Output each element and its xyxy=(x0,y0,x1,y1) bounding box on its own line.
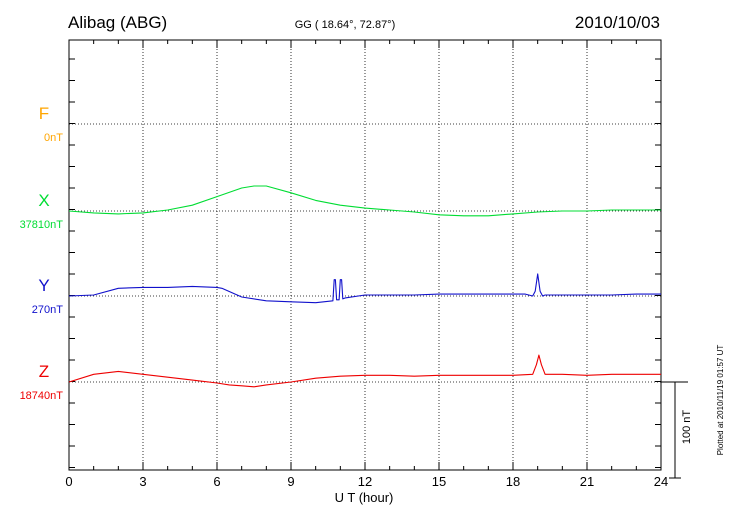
series-baseline-F: 0nT xyxy=(44,132,63,144)
x-tick-label: 18 xyxy=(506,474,520,489)
series-baseline-X: 37810nT xyxy=(20,219,64,231)
series-name-X: X xyxy=(38,191,49,210)
axis-ticks xyxy=(68,40,662,470)
plot-frame xyxy=(68,39,662,471)
x-tick-label: 6 xyxy=(213,474,220,489)
series-labels: F 0nT X 37810nT Y 270nT Z 18740nT xyxy=(20,104,64,402)
scale-bar xyxy=(661,381,688,479)
series-name-F: F xyxy=(39,104,49,123)
x-tick-label: 21 xyxy=(580,474,594,489)
x-tick-label: 12 xyxy=(358,474,372,489)
plotted-at-note: Plotted at 2010/11/19 01:57 UT xyxy=(716,345,725,456)
x-axis-label: U T (hour) xyxy=(335,490,394,505)
scale-bar-label: 100 nT xyxy=(681,410,693,445)
station-coordinates: GG ( 18.64°, 72.87°) xyxy=(295,19,396,31)
series-baseline-Y: 270nT xyxy=(32,304,63,316)
x-tick-label: 3 xyxy=(139,474,146,489)
series-name-Z: Z xyxy=(39,362,49,381)
series-trace-X xyxy=(68,185,661,217)
station-title: Alibag (ABG) xyxy=(68,13,167,32)
grid-lines xyxy=(69,40,661,470)
x-tick-label: 0 xyxy=(65,474,72,489)
x-tick-label: 24 xyxy=(654,474,668,489)
series-trace-Z xyxy=(68,354,661,388)
series-name-Y: Y xyxy=(38,276,49,295)
series-traces xyxy=(68,185,661,388)
x-tick-labels: 0 3 6 9 12 15 18 21 24 xyxy=(65,474,668,489)
x-tick-label: 9 xyxy=(287,474,294,489)
series-baseline-Z: 18740nT xyxy=(20,390,64,402)
x-tick-label: 15 xyxy=(432,474,446,489)
plot-border xyxy=(68,39,662,471)
series-trace-Y xyxy=(68,273,661,304)
chart-date: 2010/10/03 xyxy=(575,13,660,32)
